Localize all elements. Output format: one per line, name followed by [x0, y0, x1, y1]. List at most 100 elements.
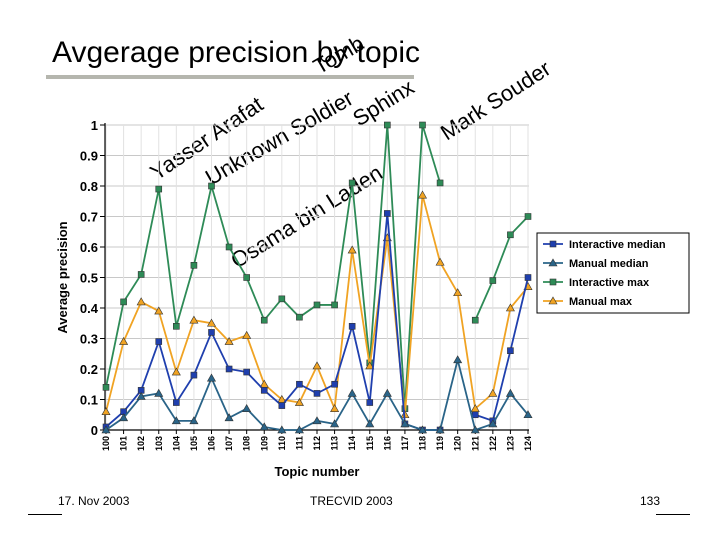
data-point-interactive-median — [225, 365, 233, 373]
data-point-manual-median — [365, 419, 375, 428]
data-point-manual-max — [312, 361, 322, 370]
data-point-interactive-max — [225, 243, 233, 251]
data-point-interactive-median — [384, 210, 391, 217]
footer-date: 17. Nov 2003 — [58, 494, 130, 508]
x-tick-label: 107 — [224, 436, 234, 451]
y-tick-label: 0.9 — [80, 149, 98, 164]
data-point-interactive-median — [524, 274, 532, 281]
x-tick-label: 103 — [154, 436, 164, 451]
data-point-manual-max — [171, 367, 181, 376]
data-point-manual-median — [523, 410, 533, 419]
data-point-interactive-max — [419, 121, 426, 129]
data-point-interactive-median — [471, 411, 479, 419]
data-point-interactive-max — [471, 316, 479, 324]
y-tick-label: 0 — [91, 423, 98, 438]
y-tick-label: 0.5 — [80, 271, 98, 286]
x-tick-label: 111 — [294, 436, 304, 450]
data-point-manual-median — [277, 425, 287, 434]
y-tick-label: 0.7 — [80, 210, 98, 225]
data-point-manual-max — [154, 306, 164, 315]
data-point-manual-median — [470, 425, 480, 434]
data-point-interactive-median — [260, 387, 268, 394]
data-point-manual-max — [505, 303, 515, 312]
x-tick-label: 108 — [242, 436, 252, 451]
x-tick-label: 115 — [365, 436, 375, 451]
data-point-interactive-max — [173, 322, 180, 330]
data-point-manual-median — [330, 419, 340, 428]
x-tick-label: 117 — [400, 436, 410, 451]
y-tick-label: 0.3 — [80, 332, 98, 347]
data-point-manual-max — [347, 245, 357, 254]
data-point-interactive-median — [296, 380, 303, 388]
data-point-manual-median — [400, 419, 410, 428]
legend-label-manual-max: Manual max — [569, 296, 633, 308]
data-point-interactive-max — [348, 179, 356, 187]
data-point-manual-max — [330, 404, 340, 412]
x-tick-label: 124 — [523, 436, 533, 451]
x-tick-label: 118 — [418, 436, 428, 451]
legend-marker-interactive-max — [549, 278, 557, 286]
x-tick-label: 114 — [347, 436, 357, 451]
data-point-interactive-max — [155, 185, 163, 193]
y-tick-label: 1 — [91, 118, 98, 133]
data-point-manual-max — [224, 336, 234, 345]
data-point-interactive-max — [489, 277, 497, 284]
data-point-manual-max — [435, 257, 445, 266]
data-point-interactive-median — [331, 380, 338, 388]
data-point-interactive-max — [296, 313, 303, 321]
series-interactive-median — [102, 210, 532, 434]
legend-marker-manual-max — [548, 296, 558, 305]
data-point-manual-median — [312, 416, 322, 425]
data-point-interactive-median — [348, 322, 356, 330]
data-point-manual-median — [417, 425, 428, 434]
x-tick-label: 123 — [505, 436, 515, 451]
footer-rule-left — [28, 514, 62, 515]
x-tick-label: 105 — [189, 436, 199, 451]
data-point-manual-max — [488, 388, 498, 397]
x-tick-label: 119 — [435, 436, 445, 451]
data-point-interactive-max — [507, 231, 514, 239]
title-underline — [46, 75, 414, 79]
footer-page-number: 133 — [640, 494, 661, 508]
footer-rule-right — [656, 514, 690, 515]
series-line-interactive-max — [474, 215, 529, 321]
data-point-manual-median — [224, 413, 234, 422]
footer-event: TRECVID 2003 — [310, 494, 393, 508]
x-tick-label: 122 — [488, 436, 498, 451]
x-axis-title: Topic number — [275, 464, 360, 479]
y-tick-label: 0.1 — [80, 393, 98, 408]
y-tick-label: 0.8 — [80, 179, 98, 194]
data-point-manual-max — [365, 361, 375, 370]
data-point-manual-max — [206, 318, 217, 327]
data-point-interactive-max — [102, 383, 110, 391]
series-manual-median — [101, 355, 533, 434]
data-point-interactive-max — [120, 298, 127, 306]
data-point-manual-max — [242, 330, 252, 339]
data-point-manual-median — [453, 355, 463, 364]
x-tick-label: 113 — [330, 436, 340, 451]
y-tick-label: 0.2 — [80, 362, 98, 377]
data-point-interactive-max — [243, 274, 250, 281]
data-point-interactive-max — [208, 182, 215, 190]
y-axis-title: Average precision — [55, 221, 70, 333]
data-point-interactive-max — [436, 179, 444, 187]
data-point-interactive-max — [331, 301, 338, 309]
data-point-interactive-max — [313, 301, 321, 309]
legend-label-manual-median: Manual median — [569, 258, 649, 270]
data-point-manual-max — [136, 297, 146, 306]
x-tick-label: 104 — [171, 436, 181, 451]
data-point-manual-median — [242, 404, 252, 412]
data-point-interactive-median — [243, 368, 250, 376]
data-point-manual-median — [136, 391, 146, 400]
x-tick-label: 120 — [453, 436, 463, 451]
data-point-manual-median — [189, 416, 199, 425]
data-point-interactive-median — [155, 338, 163, 345]
legend-label-interactive-max: Interactive max — [569, 277, 650, 289]
data-point-manual-median — [347, 388, 357, 397]
data-point-manual-max — [417, 190, 428, 199]
x-tick-label: 112 — [312, 436, 322, 451]
data-point-interactive-max — [278, 295, 286, 303]
series-line-interactive-max — [105, 124, 441, 409]
data-point-manual-max — [119, 336, 129, 345]
